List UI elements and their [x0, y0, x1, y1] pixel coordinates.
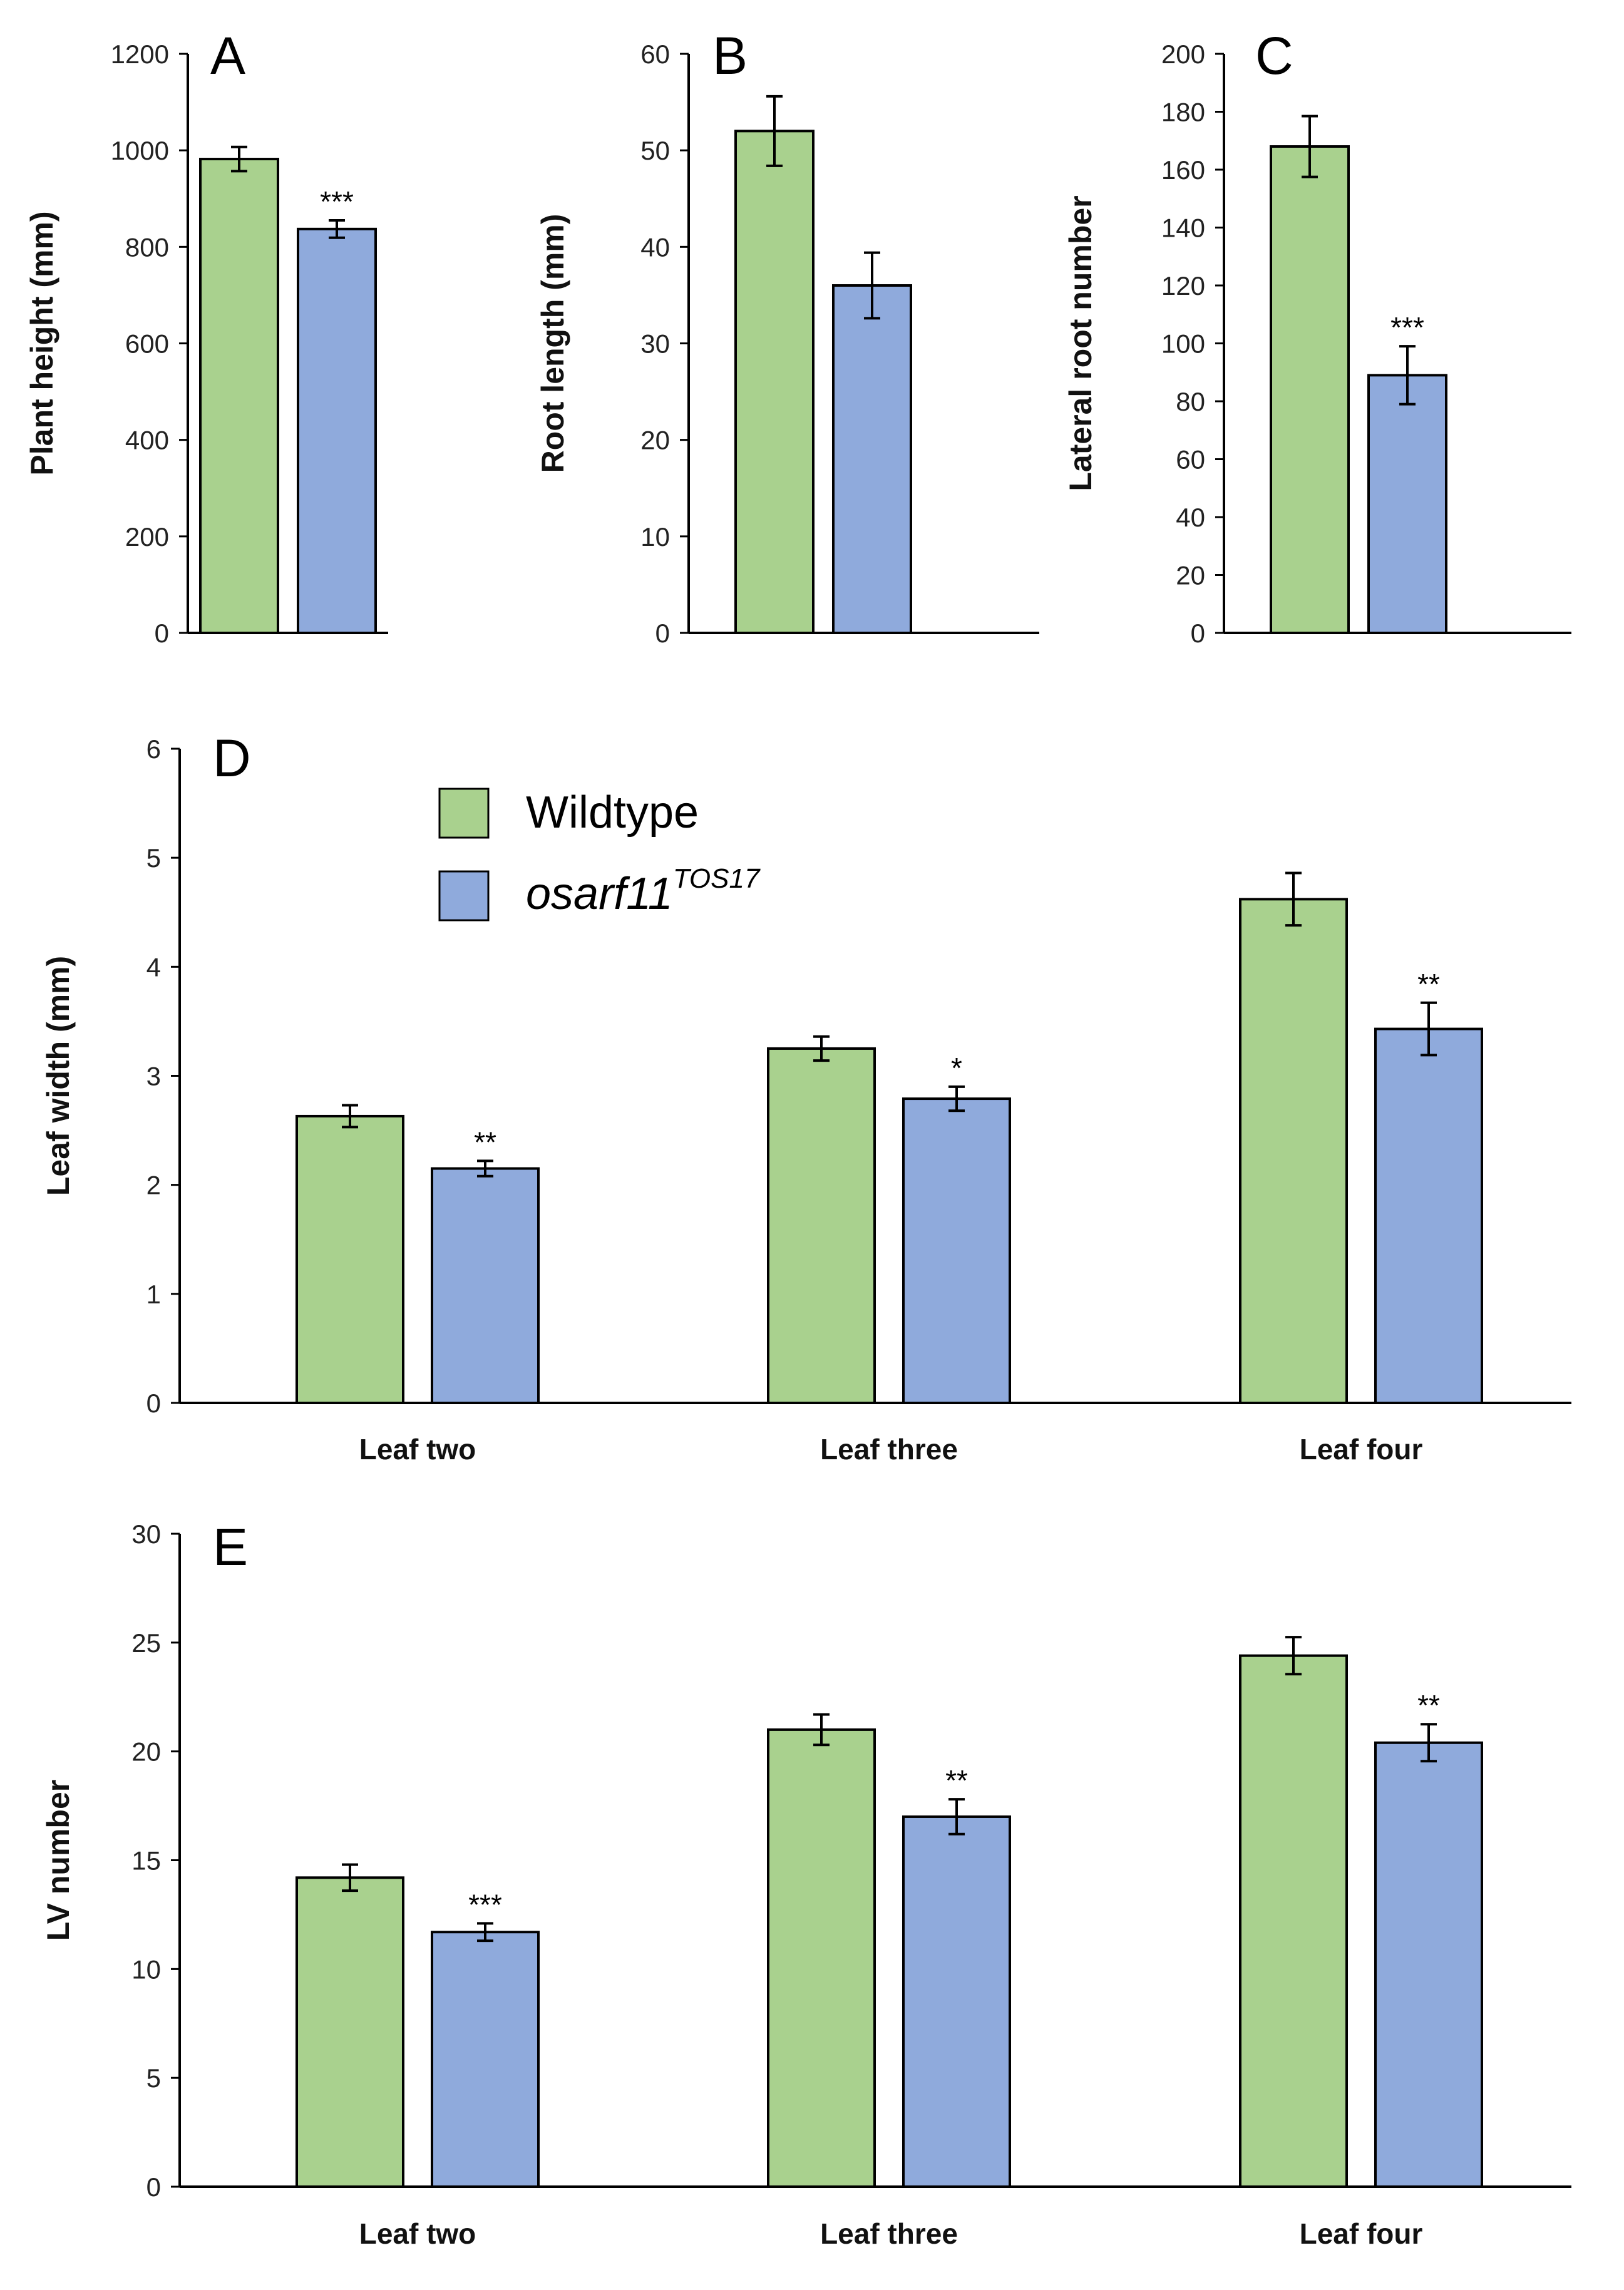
significance-label: ***	[320, 185, 354, 218]
legend-label-mutant: osarf11TOS17	[526, 863, 761, 919]
y-tick-label: 60	[640, 39, 670, 69]
significance-label: **	[1417, 1689, 1440, 1722]
significance-label: **	[474, 1126, 496, 1158]
bar-mutant	[902, 1815, 1011, 2188]
legend-swatch-mutant	[438, 870, 490, 922]
y-tick-label: 30	[640, 329, 670, 359]
y-tick-label: 20	[131, 1737, 161, 1767]
y-tick-label: 40	[640, 232, 670, 262]
y-tick-label: 30	[131, 1519, 161, 1549]
y-tick-label: 5	[146, 843, 161, 873]
category-label: Leaf two	[359, 2217, 476, 2250]
bar-wildtype	[296, 1876, 404, 2188]
y-tick-label: 1000	[111, 136, 169, 165]
chart-panel-d: D 0 1 2 3 4 5 6 Leaf width (mm) ** Leaf two * Leaf t…	[41, 729, 1571, 1466]
y-tick-label: 120	[1161, 271, 1205, 300]
y-tick-label: 40	[1176, 503, 1205, 532]
chart-panel-c: C 0 20 40 60 80 100 120 140 160 180 200 Lateral root…	[1063, 26, 1571, 648]
y-tick-label: 2	[146, 1171, 161, 1200]
y-tick-label: 50	[640, 136, 670, 165]
bar-mutant	[1374, 1027, 1483, 1404]
y-tick-label: 0	[655, 619, 670, 648]
category-label: Leaf three	[820, 2217, 958, 2250]
y-tick-label: 200	[1161, 39, 1205, 69]
y-tick-label: 3	[146, 1062, 161, 1091]
y-axis-title: Root length (mm)	[535, 214, 570, 473]
y-tick-label: 15	[131, 1846, 161, 1876]
y-tick-label: 800	[125, 232, 169, 262]
legend-mutant-name: osarf11	[526, 869, 673, 919]
y-axis-title: LV number	[41, 1780, 76, 1941]
legend: Wildtype osarf11TOS17	[438, 788, 761, 922]
chart-panel-b: B 0 10 20 30 40 50 60 Root length (mm)	[535, 26, 1039, 648]
panel-letter-d: D	[213, 729, 251, 788]
y-tick-label: 10	[131, 1954, 161, 1984]
bar-wildtype	[1239, 898, 1348, 1404]
bar-wildtype	[734, 130, 815, 635]
significance-label: **	[945, 1764, 968, 1797]
panel-letter-a: A	[210, 26, 245, 85]
category-label: Leaf four	[1300, 1433, 1423, 1466]
category-label: Leaf three	[820, 1433, 958, 1466]
y-tick-label: 600	[125, 329, 169, 359]
y-tick-label: 20	[640, 426, 670, 455]
bar-wildtype	[296, 1114, 404, 1404]
panel-letter-c: C	[1255, 26, 1293, 85]
y-tick-label: 200	[125, 522, 169, 552]
y-axis-title: Leaf width (mm)	[41, 956, 76, 1196]
significance-label: ***	[468, 1888, 502, 1921]
y-tick-label: 4	[146, 952, 161, 982]
category-label: Leaf two	[359, 1433, 476, 1466]
bar-mutant	[832, 284, 912, 634]
y-tick-label: 80	[1176, 387, 1205, 416]
y-tick-label: 400	[125, 426, 169, 455]
y-tick-label: 25	[131, 1628, 161, 1658]
y-tick-label: 100	[1161, 329, 1205, 359]
bar-mutant	[1367, 374, 1447, 634]
bar-wildtype	[199, 158, 279, 634]
y-tick-label: 180	[1161, 98, 1205, 127]
bar-mutant	[1374, 1741, 1483, 2188]
y-tick-label: 6	[146, 734, 161, 764]
chart-panel-e: E 0 5 10 15 20 25 30 LV number *** Leaf two ** Leaf …	[41, 1517, 1571, 2250]
y-tick-label: 140	[1161, 213, 1205, 243]
legend-mutant-superscript: TOS17	[673, 863, 761, 894]
y-tick-label: 60	[1176, 445, 1205, 475]
y-tick-label: 5	[146, 2063, 161, 2093]
bar-wildtype	[1239, 1654, 1348, 2188]
panel-letter-e: E	[213, 1517, 248, 1576]
y-tick-label: 1200	[111, 39, 169, 69]
panel-letter-b: B	[712, 26, 748, 85]
legend-swatch-wildtype	[438, 788, 490, 839]
legend-label-wildtype: Wildtype	[526, 788, 699, 838]
bar-wildtype	[767, 1728, 876, 2188]
y-tick-label: 1	[146, 1280, 161, 1309]
y-tick-label: 0	[155, 619, 169, 648]
y-tick-label: 20	[1176, 561, 1205, 590]
y-tick-label: 10	[640, 522, 670, 552]
significance-label: ***	[1390, 311, 1424, 344]
y-tick-label: 0	[146, 1389, 161, 1418]
y-tick-label: 0	[146, 2172, 161, 2202]
y-tick-label: 0	[1191, 619, 1205, 648]
chart-panel-a: A 0 200 400 600 800 1000 1200 Plant height (mm) *…	[24, 26, 388, 648]
significance-label: **	[1417, 968, 1440, 1000]
bar-mutant	[297, 227, 377, 634]
y-axis-title: Lateral root number	[1063, 195, 1098, 491]
significance-label: *	[951, 1052, 962, 1084]
y-axis-title: Plant height (mm)	[24, 211, 59, 475]
bar-wildtype	[767, 1047, 876, 1405]
y-tick-label: 160	[1161, 155, 1205, 185]
bar-mutant	[902, 1097, 1011, 1404]
bar-mutant	[431, 1931, 540, 2188]
bar-wildtype	[1270, 145, 1350, 634]
category-label: Leaf four	[1300, 2217, 1423, 2250]
bar-mutant	[431, 1167, 540, 1404]
